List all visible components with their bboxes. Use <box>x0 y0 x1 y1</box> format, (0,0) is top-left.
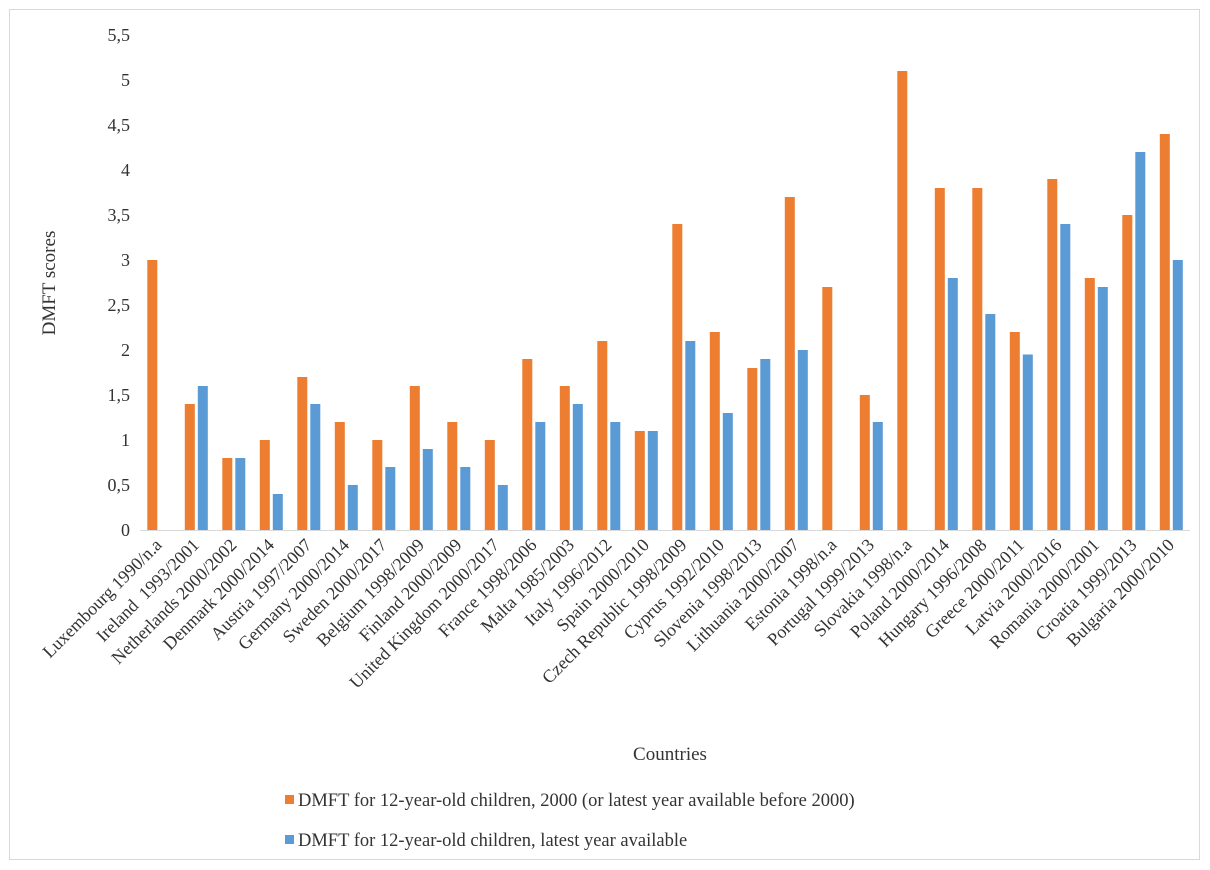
bar-series-2-24 <box>1060 224 1071 530</box>
legend-swatch-series-2 <box>285 835 294 844</box>
bar-series-1-23 <box>1009 332 1020 530</box>
bar-series-2-16 <box>760 359 771 530</box>
bar-series-2-19 <box>872 422 883 530</box>
y-tick-label: 5 <box>121 70 130 90</box>
bar-series-2-7 <box>422 449 433 530</box>
y-tick-label: 5,5 <box>108 25 131 45</box>
y-tick-label: 1,5 <box>108 385 131 405</box>
bar-series-2-22 <box>985 314 996 530</box>
bar-series-1-6 <box>372 440 383 530</box>
bar-series-2-1 <box>197 386 208 530</box>
y-tick-label: 0,5 <box>108 475 131 495</box>
bar-series-1-22 <box>972 188 983 530</box>
bar-series-1-24 <box>1047 179 1058 530</box>
bar-series-1-27 <box>1159 134 1170 530</box>
legend: DMFT for 12-year-old children, 2000 (or … <box>285 791 855 851</box>
bar-series-1-9 <box>484 440 495 530</box>
bar-series-2-23 <box>1022 354 1033 530</box>
y-tick-label: 2,5 <box>108 295 131 315</box>
y-tick-label: 3,5 <box>108 205 131 225</box>
bar-series-2-8 <box>460 467 471 530</box>
bar-series-1-0 <box>147 260 158 530</box>
bar-series-1-4 <box>297 377 308 530</box>
legend-label-series-1: DMFT for 12-year-old children, 2000 (or … <box>298 791 855 811</box>
bar-series-1-14 <box>672 224 683 530</box>
bar-series-2-4 <box>310 404 321 530</box>
y-axis-ticks: 0 0,5 1 1,5 2 2,5 3 3,5 4 4,5 5 5,5 <box>108 25 131 540</box>
bar-series-1-18 <box>822 287 833 530</box>
bar-series-2-9 <box>497 485 508 530</box>
bar-series-2-13 <box>647 431 658 530</box>
bar-series-2-10 <box>535 422 546 530</box>
bar-series-2-14 <box>685 341 696 530</box>
y-tick-label: 3 <box>121 250 130 270</box>
bar-series-2-12 <box>610 422 621 530</box>
y-tick-label: 2 <box>121 340 130 360</box>
bar-series-1-13 <box>634 431 645 530</box>
bar-series-2-21 <box>947 278 958 530</box>
bar-series-2-25 <box>1097 287 1108 530</box>
y-tick-label: 0 <box>121 520 130 540</box>
bar-series-1-25 <box>1084 278 1095 530</box>
bar-series-1-26 <box>1122 215 1133 530</box>
bar-series-1-16 <box>747 368 758 530</box>
bar-series-1-15 <box>709 332 720 530</box>
y-tick-label: 1 <box>121 430 130 450</box>
bar-series-1-12 <box>597 341 608 530</box>
legend-label-series-2: DMFT for 12-year-old children, latest ye… <box>298 831 687 851</box>
bars-layer <box>147 71 1183 530</box>
y-tick-label: 4,5 <box>108 115 131 135</box>
bar-series-1-7 <box>409 386 420 530</box>
bar-series-2-15 <box>722 413 733 530</box>
x-axis-title: Countries <box>633 744 707 765</box>
bar-series-1-2 <box>222 458 233 530</box>
bar-series-1-17 <box>784 197 795 530</box>
bar-series-1-10 <box>522 359 533 530</box>
y-axis-title: DMFT scores <box>39 231 60 336</box>
legend-swatch-series-1 <box>285 795 294 804</box>
bar-series-2-5 <box>347 485 358 530</box>
bar-series-1-1 <box>184 404 195 530</box>
bar-series-2-6 <box>385 467 396 530</box>
y-tick-label: 4 <box>121 160 130 180</box>
bar-series-2-2 <box>235 458 246 530</box>
bar-series-1-3 <box>259 440 270 530</box>
bar-series-1-21 <box>934 188 945 530</box>
bar-series-1-11 <box>559 386 570 530</box>
bar-series-1-19 <box>859 395 870 530</box>
bar-series-2-17 <box>797 350 808 530</box>
bar-series-2-3 <box>272 494 283 530</box>
bar-series-1-5 <box>334 422 345 530</box>
chart-frame <box>9 9 1200 860</box>
bar-series-2-11 <box>572 404 583 530</box>
bar-series-1-20 <box>897 71 908 530</box>
bar-series-2-27 <box>1172 260 1183 530</box>
bar-series-2-26 <box>1135 152 1146 530</box>
bar-series-1-8 <box>447 422 458 530</box>
